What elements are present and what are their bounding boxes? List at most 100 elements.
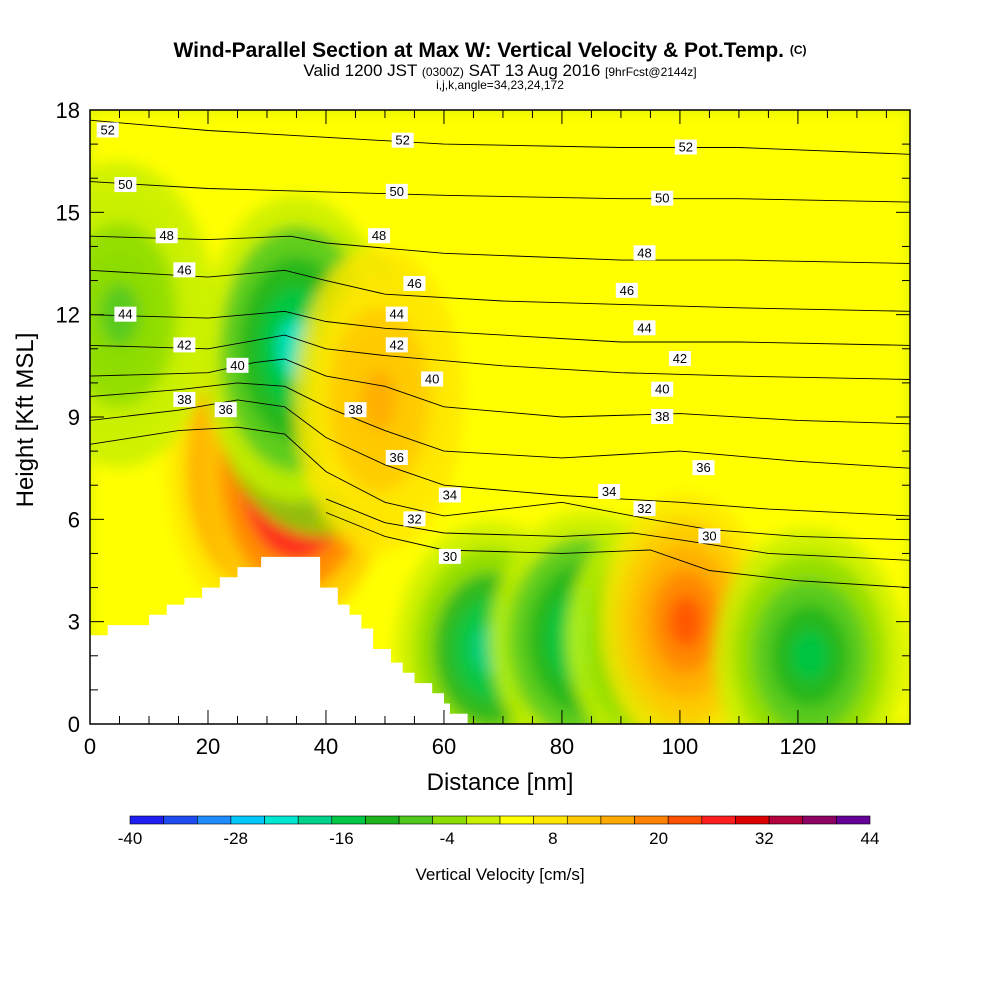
isentrope-label-25: 36 xyxy=(385,449,408,465)
isentrope-label-text: 38 xyxy=(348,402,362,417)
isentrope-label-text: 50 xyxy=(655,191,669,206)
colorbar-swatch xyxy=(768,815,804,825)
chart-title: Wind-Parallel Section at Max W: Vertical… xyxy=(173,39,806,62)
y-tick-label: 3 xyxy=(68,610,80,635)
x-tick-label: 20 xyxy=(196,734,220,759)
isentrope-label-text: 40 xyxy=(655,382,669,397)
isentrope-label-box xyxy=(598,484,621,500)
isentrope-30 xyxy=(325,512,910,589)
chart-subtitle: Valid 1200 JST (0300Z) SAT 13 Aug 2016 [… xyxy=(303,61,696,80)
isentrope-label-text: 30 xyxy=(702,528,716,543)
isentrope-label-11: 46 xyxy=(615,282,638,298)
isentrope-label-text: 42 xyxy=(390,337,404,352)
isentrope-label-box xyxy=(633,320,656,336)
isentrope-50 xyxy=(90,181,910,203)
velocity-cell-8 xyxy=(790,630,829,682)
isentrope-38 xyxy=(90,382,910,469)
isentrope-48 xyxy=(90,235,910,264)
y-tick-label: 6 xyxy=(68,507,80,532)
isentrope-label-text: 46 xyxy=(620,283,634,298)
subtitle-forecast: [9hrFcst@2144z] xyxy=(605,65,697,79)
isentrope-label-3: 50 xyxy=(114,177,137,193)
isentrope-label-30: 32 xyxy=(633,501,656,517)
isentrope-label-text: 44 xyxy=(390,307,404,322)
isentrope-label-box xyxy=(692,460,715,476)
isentrope-label-text: 34 xyxy=(602,484,616,499)
isentrope-label-text: 42 xyxy=(673,351,687,366)
colorbar-swatch xyxy=(196,815,232,825)
isentrope-label-text: 30 xyxy=(443,549,457,564)
isentrope-label-2: 52 xyxy=(674,139,697,155)
isentrope-label-box xyxy=(403,275,426,291)
colorbar-swatch xyxy=(466,815,501,825)
isentrope-label-box xyxy=(385,183,408,199)
colorbar-swatch xyxy=(836,815,871,825)
colorbar-swatch xyxy=(701,815,736,825)
isentrope-label-text: 42 xyxy=(177,337,191,352)
terrain-mask xyxy=(90,556,468,724)
colorbar-swatch xyxy=(735,815,770,825)
isentrope-label-text: 44 xyxy=(118,307,132,322)
isentrope-label-box xyxy=(633,501,656,517)
colorbar-ticks: -40 -28 -16 -4 8 20 32 44 xyxy=(118,829,880,848)
isentrope-label-box xyxy=(173,337,196,353)
isentrope-label-box xyxy=(214,402,237,418)
isentrope-label-box xyxy=(385,449,408,465)
isentrope-label-box xyxy=(96,122,119,138)
isentrope-label-19: 40 xyxy=(421,371,444,387)
isentrope-label-box xyxy=(155,228,178,244)
isentrope-label-0: 52 xyxy=(96,122,119,138)
isentrope-label-14: 44 xyxy=(633,320,656,336)
isentrope-label-1: 52 xyxy=(391,132,414,148)
isentrope-label-box xyxy=(226,357,249,373)
colorbar xyxy=(129,815,871,825)
colorbar-tick-label: -4 xyxy=(440,829,455,848)
isentrope-label-text: 50 xyxy=(390,184,404,199)
isentrope-label-6: 48 xyxy=(155,228,178,244)
isentrope-label-31: 30 xyxy=(438,548,461,564)
y-tick-label: 12 xyxy=(56,303,80,328)
isentrope-label-13: 44 xyxy=(385,306,408,322)
y-tick-label: 15 xyxy=(56,200,80,225)
isentrope-label-text: 38 xyxy=(177,392,191,407)
x-axis-label: Distance [nm] xyxy=(427,769,574,796)
isentrope-label-box xyxy=(385,337,408,353)
isentrope-label-text: 40 xyxy=(425,371,439,386)
isentrope-label-28: 34 xyxy=(598,484,621,500)
isentrope-label-box xyxy=(615,282,638,298)
x-tick-label: 0 xyxy=(84,734,96,759)
isentrope-label-4: 50 xyxy=(385,183,408,199)
isentrope-label-26: 36 xyxy=(692,460,715,476)
isentrope-label-text: 50 xyxy=(118,177,132,192)
isentrope-label-box xyxy=(368,228,391,244)
y-tick-label: 18 xyxy=(56,98,80,123)
colorbar-label: Vertical Velocity [cm/s] xyxy=(415,865,584,884)
colorbar-swatch xyxy=(297,815,333,825)
isentrope-label-box xyxy=(438,487,461,503)
isentrope-label-29: 32 xyxy=(403,511,426,527)
x-tick-label: 80 xyxy=(550,734,574,759)
colorbar-tick-label: 32 xyxy=(755,829,774,848)
isentrope-label-7: 48 xyxy=(368,228,391,244)
y-tick-label: 9 xyxy=(68,405,80,430)
colorbar-tick-label: -40 xyxy=(118,829,143,848)
isentrope-label-17: 42 xyxy=(668,351,691,367)
isentrope-label-box xyxy=(633,245,656,261)
isentrope-label-text: 44 xyxy=(637,320,651,335)
isentrope-label-text: 52 xyxy=(679,140,693,155)
x-tick-label: 100 xyxy=(662,734,699,759)
isentrope-label-text: 40 xyxy=(230,358,244,373)
isentrope-label-20: 40 xyxy=(651,381,674,397)
colorbar-swatch xyxy=(398,815,434,825)
isentrope-label-18: 40 xyxy=(226,357,249,373)
isentrope-label-box xyxy=(674,139,697,155)
isentrope-label-box xyxy=(173,262,196,278)
isentrope-label-text: 48 xyxy=(372,228,386,243)
isentrope-label-box xyxy=(651,190,674,206)
colorbar-tick-label: 8 xyxy=(548,829,557,848)
colorbar-swatch xyxy=(600,815,635,825)
colorbar-swatch xyxy=(566,815,602,825)
isentrope-label-5: 50 xyxy=(651,190,674,206)
